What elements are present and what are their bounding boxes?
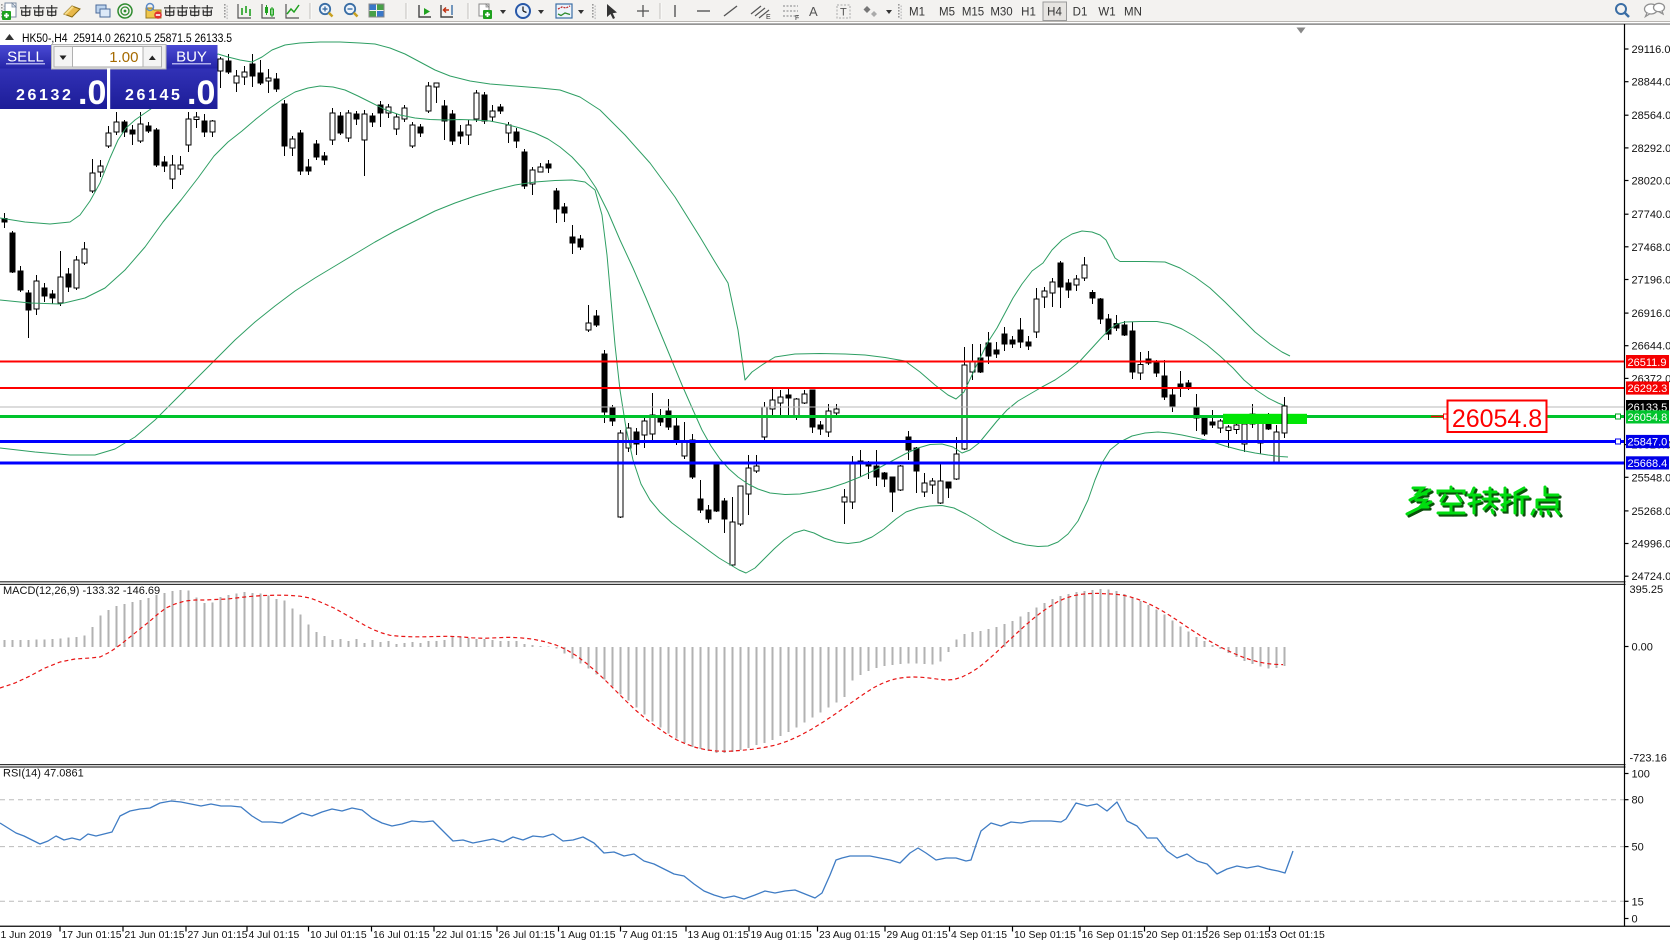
svg-text:H4: H4 <box>1047 7 1062 19</box>
svg-text:395.25: 395.25 <box>1630 584 1664 596</box>
svg-text:28564.0: 28564.0 <box>1632 110 1670 122</box>
svg-text:0.00: 0.00 <box>1632 642 1653 654</box>
svg-text:80: 80 <box>1632 795 1644 807</box>
svg-text:28292.0: 28292.0 <box>1632 143 1670 155</box>
svg-text:10 Jul 01:15: 10 Jul 01:15 <box>310 930 367 941</box>
svg-text:27740.0: 27740.0 <box>1632 209 1670 221</box>
svg-text:22 Jul 01:15: 22 Jul 01:15 <box>436 930 493 941</box>
svg-text:25668.4: 25668.4 <box>1628 458 1668 470</box>
svg-text:A: A <box>809 4 818 19</box>
svg-text:29116.0: 29116.0 <box>1632 44 1670 56</box>
svg-text:M1: M1 <box>909 7 925 19</box>
svg-text:4 Jul 01:15: 4 Jul 01:15 <box>249 930 300 941</box>
svg-text:26 Sep 01:15: 26 Sep 01:15 <box>1209 930 1271 941</box>
svg-text:D1: D1 <box>1073 7 1088 19</box>
svg-text:MACD(12,26,9) -133.32 -146.69: MACD(12,26,9) -133.32 -146.69 <box>3 585 160 597</box>
svg-text:4 Sep 01:15: 4 Sep 01:15 <box>951 930 1007 941</box>
svg-text:0: 0 <box>1632 914 1638 926</box>
svg-text:17 Jun 01:15: 17 Jun 01:15 <box>62 930 122 941</box>
svg-text:16 Jul 01:15: 16 Jul 01:15 <box>373 930 430 941</box>
svg-text:SELL: SELL <box>7 49 44 66</box>
svg-text:7 Aug 01:15: 7 Aug 01:15 <box>622 930 678 941</box>
svg-text:29 Aug 01:15: 29 Aug 01:15 <box>887 930 948 941</box>
svg-text:28844.0: 28844.0 <box>1632 77 1670 89</box>
svg-text:26145: 26145 <box>125 87 183 104</box>
svg-text:1 Aug 01:15: 1 Aug 01:15 <box>560 930 616 941</box>
svg-text:27 Jun 01:15: 27 Jun 01:15 <box>188 930 248 941</box>
svg-text:F: F <box>795 15 799 22</box>
svg-text:-723.16: -723.16 <box>1630 753 1667 765</box>
svg-text:15: 15 <box>1632 896 1644 908</box>
svg-text:19 Aug 01:15: 19 Aug 01:15 <box>751 930 812 941</box>
svg-text:16 Sep 01:15: 16 Sep 01:15 <box>1082 930 1144 941</box>
svg-text:13 Aug 01:15: 13 Aug 01:15 <box>688 930 749 941</box>
svg-text:BUY: BUY <box>176 49 207 66</box>
svg-text:1 Jun 2019: 1 Jun 2019 <box>1 930 53 941</box>
svg-text:23 Aug 01:15: 23 Aug 01:15 <box>819 930 880 941</box>
svg-text:21 Jun 01:15: 21 Jun 01:15 <box>125 930 185 941</box>
svg-text:25548.0: 25548.0 <box>1632 472 1670 484</box>
svg-text:24996.0: 24996.0 <box>1632 539 1670 551</box>
svg-text:HK50-,H4 25914.0 26210.5 2587: HK50-,H4 25914.0 26210.5 25871.5 26133.5 <box>22 33 232 45</box>
svg-text:20 Sep 01:15: 20 Sep 01:15 <box>1146 930 1208 941</box>
svg-text:100: 100 <box>1632 769 1650 781</box>
svg-text:.0: .0 <box>187 74 215 112</box>
svg-text:E: E <box>766 14 771 21</box>
svg-text:26511.9: 26511.9 <box>1628 357 1667 369</box>
svg-text:27468.0: 27468.0 <box>1632 242 1670 254</box>
svg-text:M15: M15 <box>962 7 984 19</box>
svg-text:W1: W1 <box>1098 7 1115 19</box>
svg-text:26054.8: 26054.8 <box>1628 412 1668 424</box>
svg-text:MN: MN <box>1124 7 1142 19</box>
svg-text:26132: 26132 <box>16 87 74 104</box>
svg-text:M5: M5 <box>939 7 955 19</box>
svg-text:3 Oct 01:15: 3 Oct 01:15 <box>1271 930 1325 941</box>
svg-text:.0: .0 <box>78 74 106 112</box>
svg-text:27196.0: 27196.0 <box>1632 275 1670 287</box>
svg-text:26644.0: 26644.0 <box>1632 341 1670 353</box>
svg-text:T: T <box>840 7 847 19</box>
svg-text:1.00: 1.00 <box>109 49 138 66</box>
svg-text:26292.3: 26292.3 <box>1628 383 1668 395</box>
svg-text:10 Sep 01:15: 10 Sep 01:15 <box>1014 930 1076 941</box>
svg-text:H1: H1 <box>1021 7 1036 19</box>
svg-text:24724.0: 24724.0 <box>1632 571 1670 583</box>
svg-text:26 Jul 01:15: 26 Jul 01:15 <box>499 930 556 941</box>
svg-text:M30: M30 <box>990 7 1012 19</box>
svg-text:50: 50 <box>1632 842 1644 854</box>
svg-text:25268.0: 25268.0 <box>1632 506 1670 518</box>
svg-text:26916.0: 26916.0 <box>1632 308 1670 320</box>
svg-text:25847.0: 25847.0 <box>1628 437 1668 449</box>
svg-text:26054.8: 26054.8 <box>1452 405 1542 433</box>
svg-text:RSI(14) 47.0861: RSI(14) 47.0861 <box>3 768 84 780</box>
svg-text:28020.0: 28020.0 <box>1632 176 1670 188</box>
